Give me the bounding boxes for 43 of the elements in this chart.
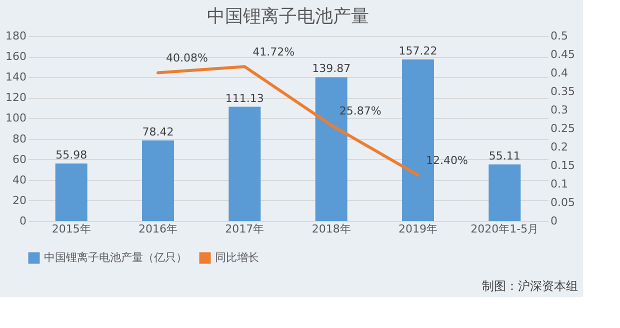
y2-tick-label: 0 (550, 214, 558, 228)
data-label: 157.22 (398, 44, 438, 58)
y2-tick-label: 0.4 (550, 66, 568, 80)
y-tick-label: 20 (12, 194, 26, 207)
y2-tick-label: 0.25 (550, 122, 575, 135)
y2-tick-label: 0.15 (550, 159, 575, 172)
y-tick-label: 60 (12, 152, 26, 166)
x-tick-label: 2017年 (225, 222, 264, 236)
y-tick-label: 80 (12, 132, 26, 146)
data-label: 139.87 (312, 62, 351, 76)
legend-label: 中国锂离子电池产量（亿只） (44, 251, 187, 264)
y-tick-label: 100 (6, 112, 26, 125)
data-label: 78.42 (142, 125, 174, 138)
y2-tick-label: 0.2 (550, 140, 568, 154)
y-tick-label: 40 (12, 173, 26, 186)
x-tick-label: 2015年 (52, 222, 91, 236)
y2-tick-label: 0.35 (550, 85, 575, 98)
text: 制图：沪深资本组 (482, 279, 578, 293)
x-tick-label: 2018年 (312, 222, 351, 236)
data-label: 41.72% (252, 46, 295, 59)
y2-tick-label: 0.05 (550, 196, 575, 209)
y2-tick-label: 0.45 (550, 48, 575, 61)
chart-title: 中国锂离子电池产量 (207, 6, 369, 27)
y-tick-label: 180 (6, 30, 26, 42)
y-tick-label: 120 (6, 91, 26, 104)
y2-tick-label: 0.1 (550, 178, 568, 190)
bar (228, 106, 261, 221)
data-label: 55.98 (56, 148, 88, 162)
x-tick-label: 2020年1-5月 (470, 222, 539, 236)
data-label: 40.08% (166, 52, 208, 65)
y2-tick-label: 0.3 (550, 104, 568, 116)
y-tick-label: 160 (6, 50, 26, 64)
data-label: 111.13 (225, 92, 264, 105)
bar (142, 140, 174, 221)
x-tick-label: 2019年 (398, 222, 438, 236)
y-tick-label: 0 (20, 214, 26, 228)
y2-tick-label: 0.5 (550, 30, 568, 42)
legend-label: 同比增长 (215, 251, 259, 264)
bar (488, 164, 521, 221)
y-tick-label: 140 (6, 70, 26, 84)
data-label: 55.11 (488, 149, 520, 162)
x-tick-label: 2016年 (138, 222, 178, 236)
bar (55, 163, 88, 221)
